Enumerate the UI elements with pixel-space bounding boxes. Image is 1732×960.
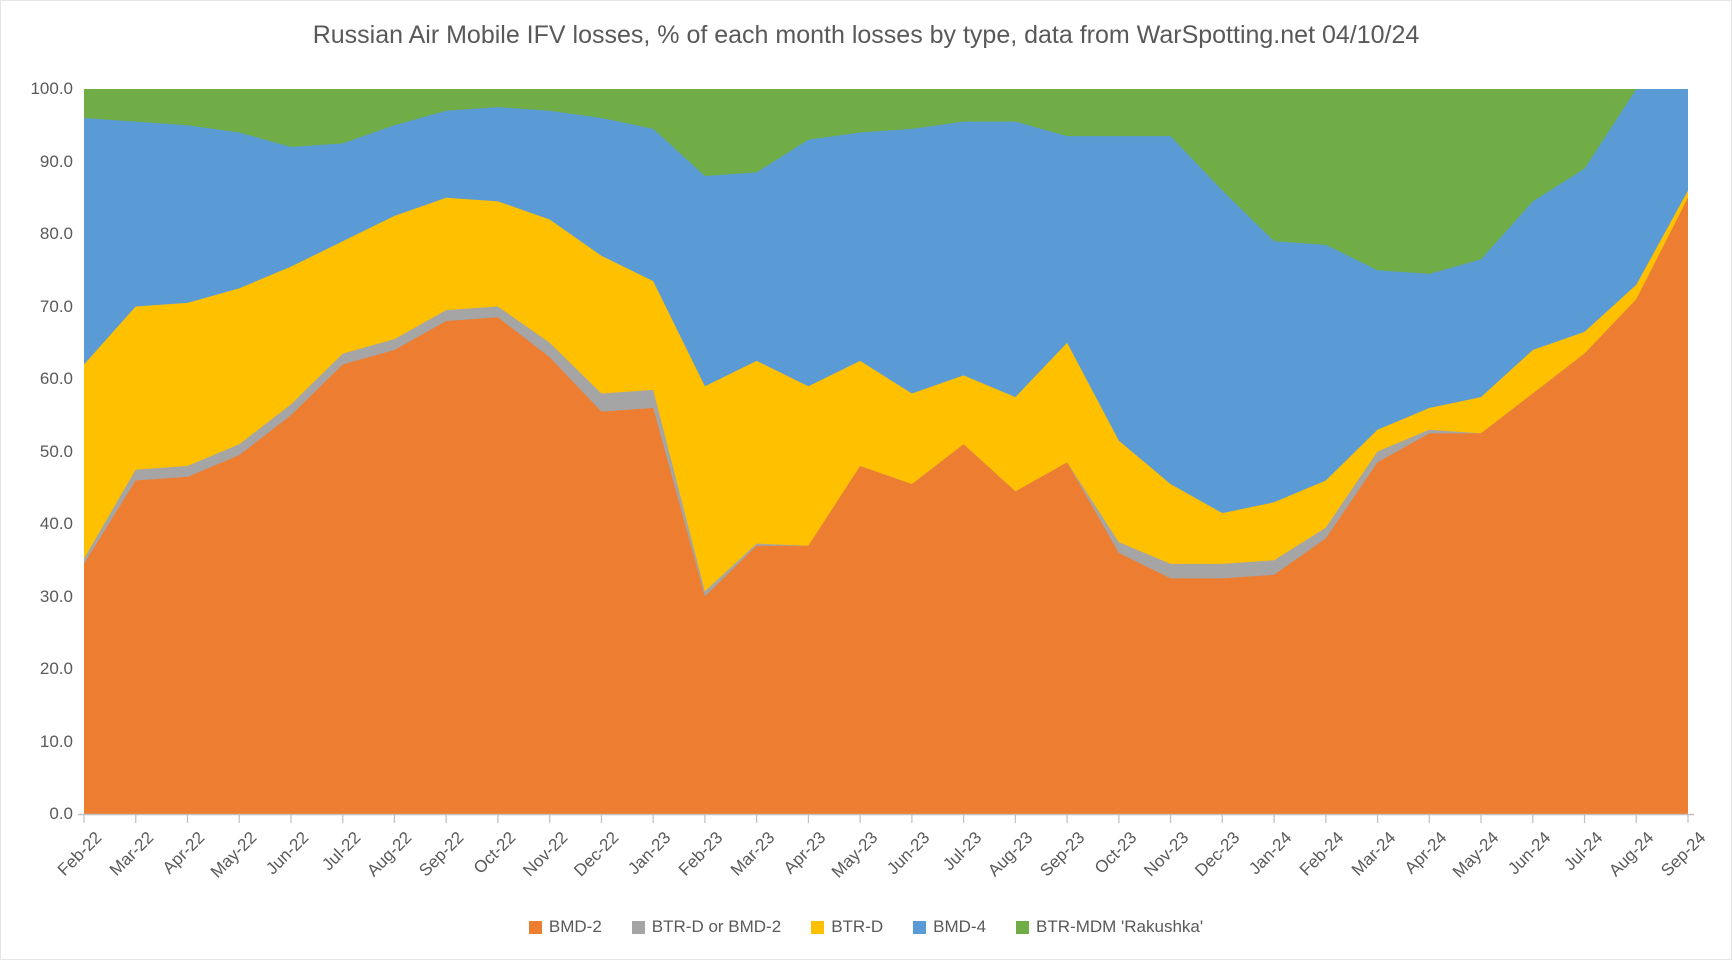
legend: BMD-2 BTR-D or BMD-2 BTR-D BMD-4 BTR-MDM 'Ra… — [1, 917, 1731, 937]
y-tick-label: 10.0 — [39, 731, 73, 751]
area-bmd-2 — [84, 197, 1688, 815]
y-tick-label: 30.0 — [39, 586, 73, 606]
legend-item-btr-d: BTR-D — [811, 917, 883, 937]
legend-label: BMD-2 — [548, 917, 602, 936]
legend-item-btr-d-or-bmd-2: BTR-D or BMD-2 — [631, 917, 782, 937]
legend-swatch — [631, 920, 645, 934]
y-tick-label: 20.0 — [39, 659, 73, 678]
legend-label: BTR-D — [831, 917, 884, 936]
legend-item-bmd-4: BMD-4 — [913, 917, 986, 937]
y-tick-label: 60.0 — [39, 369, 73, 388]
y-tick-label: 40.0 — [39, 514, 73, 533]
y-tick-label: 90.0 — [39, 151, 73, 171]
y-tick-label: 50.0 — [39, 441, 73, 461]
legend-swatch — [528, 920, 542, 934]
y-tick-label: 100.0 — [30, 79, 73, 98]
legend-label: BTR-MDM 'Rakushka' — [1036, 917, 1204, 936]
legend-item-bmd-2: BMD-2 — [528, 917, 602, 937]
legend-item-btr-mdm-rakushka: BTR-MDM 'Rakushka' — [1016, 917, 1203, 937]
legend-label: BMD-4 — [933, 917, 987, 936]
legend-label: BTR-D or BMD-2 — [651, 917, 782, 936]
y-tick-label: 70.0 — [39, 296, 73, 316]
y-tick-label: 80.0 — [39, 224, 73, 243]
chart-title: Russian Air Mobile IFV losses, % of each… — [312, 21, 1420, 49]
legend-swatch — [811, 920, 825, 934]
legend-swatch — [913, 920, 927, 934]
legend-swatch — [1016, 920, 1030, 934]
y-tick-label: 0.0 — [49, 804, 73, 823]
